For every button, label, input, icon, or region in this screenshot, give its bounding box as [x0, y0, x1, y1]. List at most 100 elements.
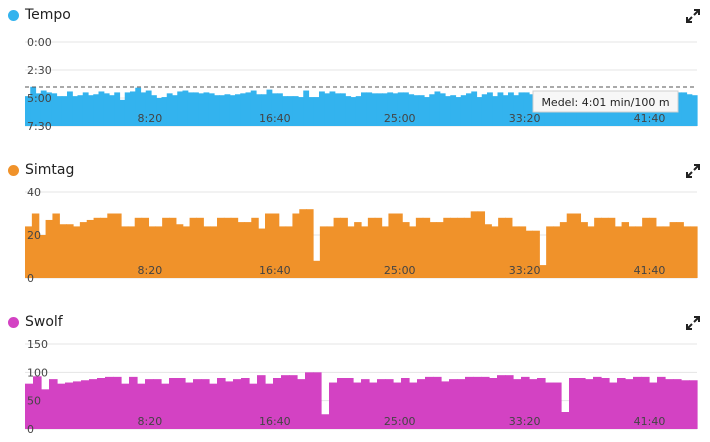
bar[interactable]: [109, 95, 115, 126]
bar[interactable]: [208, 93, 215, 126]
bar[interactable]: [333, 217, 342, 278]
bar[interactable]: [434, 91, 441, 126]
bar[interactable]: [481, 94, 488, 126]
bar[interactable]: [73, 381, 82, 429]
bar[interactable]: [441, 381, 450, 429]
bar[interactable]: [321, 414, 330, 429]
bar[interactable]: [324, 93, 331, 126]
bar[interactable]: [484, 224, 492, 278]
bar[interactable]: [313, 372, 322, 429]
bar[interactable]: [124, 92, 131, 126]
bar[interactable]: [303, 90, 310, 126]
bar[interactable]: [649, 382, 658, 429]
bar[interactable]: [119, 99, 126, 126]
bar[interactable]: [353, 382, 362, 429]
bar[interactable]: [401, 378, 410, 429]
bar[interactable]: [282, 96, 289, 126]
bar[interactable]: [429, 222, 438, 278]
bar[interactable]: [417, 379, 426, 429]
bar[interactable]: [237, 222, 246, 278]
bar[interactable]: [153, 379, 162, 429]
bar[interactable]: [114, 92, 121, 126]
bar[interactable]: [329, 91, 336, 126]
bar[interactable]: [505, 217, 513, 278]
bar[interactable]: [265, 383, 274, 429]
bar[interactable]: [385, 379, 394, 429]
bar[interactable]: [229, 95, 236, 126]
bar[interactable]: [392, 93, 399, 126]
bar[interactable]: [261, 94, 268, 126]
bar[interactable]: [340, 217, 348, 278]
bar[interactable]: [573, 213, 582, 279]
bar[interactable]: [278, 226, 287, 278]
bar[interactable]: [525, 230, 534, 278]
bar[interactable]: [217, 378, 226, 429]
bar[interactable]: [340, 93, 346, 126]
bar[interactable]: [422, 217, 431, 278]
bar[interactable]: [361, 226, 369, 278]
bar[interactable]: [473, 376, 482, 429]
bar[interactable]: [265, 213, 273, 279]
bar[interactable]: [313, 260, 321, 278]
bar[interactable]: [513, 379, 522, 429]
bar[interactable]: [492, 96, 499, 126]
bar[interactable]: [487, 92, 493, 126]
bar[interactable]: [491, 226, 499, 278]
bar[interactable]: [676, 92, 682, 126]
bar[interactable]: [66, 224, 74, 278]
bar[interactable]: [33, 376, 42, 429]
bar[interactable]: [79, 222, 88, 278]
bar[interactable]: [347, 226, 355, 278]
bar[interactable]: [601, 378, 610, 429]
bar[interactable]: [374, 217, 383, 278]
bar[interactable]: [251, 217, 259, 278]
bar[interactable]: [425, 376, 434, 429]
bar[interactable]: [345, 378, 354, 429]
bar[interactable]: [455, 97, 462, 126]
bar[interactable]: [457, 217, 465, 278]
bar[interactable]: [681, 380, 690, 429]
bar[interactable]: [40, 90, 47, 126]
bar[interactable]: [649, 217, 657, 278]
bar[interactable]: [298, 97, 304, 126]
bar[interactable]: [361, 92, 367, 126]
bar[interactable]: [418, 95, 425, 126]
bar[interactable]: [508, 92, 514, 126]
bar[interactable]: [388, 213, 396, 279]
bar[interactable]: [266, 89, 273, 126]
expand-icon[interactable]: [686, 164, 700, 178]
bar[interactable]: [177, 91, 184, 126]
bar[interactable]: [415, 217, 424, 278]
bar[interactable]: [130, 91, 136, 126]
bar[interactable]: [443, 217, 451, 278]
bar[interactable]: [271, 213, 280, 279]
bar[interactable]: [585, 379, 594, 429]
bar[interactable]: [326, 226, 335, 278]
bar[interactable]: [408, 94, 415, 126]
bar[interactable]: [502, 95, 509, 126]
bar[interactable]: [162, 217, 170, 278]
bar[interactable]: [476, 97, 483, 126]
bar[interactable]: [319, 226, 328, 278]
bar[interactable]: [471, 91, 478, 126]
bar[interactable]: [655, 226, 664, 278]
bar[interactable]: [31, 213, 40, 279]
bar[interactable]: [463, 217, 472, 278]
bar[interactable]: [73, 226, 81, 278]
bar[interactable]: [177, 378, 186, 429]
bar[interactable]: [381, 226, 390, 278]
bar[interactable]: [297, 379, 306, 429]
bar[interactable]: [369, 382, 378, 429]
bar[interactable]: [46, 92, 52, 126]
bar[interactable]: [285, 226, 294, 278]
bar[interactable]: [367, 217, 376, 278]
bar[interactable]: [81, 380, 90, 429]
bar[interactable]: [665, 379, 674, 429]
bar[interactable]: [203, 92, 210, 126]
bar[interactable]: [529, 94, 535, 126]
bar[interactable]: [402, 222, 410, 278]
bar[interactable]: [225, 381, 234, 429]
bar[interactable]: [350, 97, 357, 126]
bar[interactable]: [172, 95, 178, 126]
bar[interactable]: [395, 213, 403, 279]
